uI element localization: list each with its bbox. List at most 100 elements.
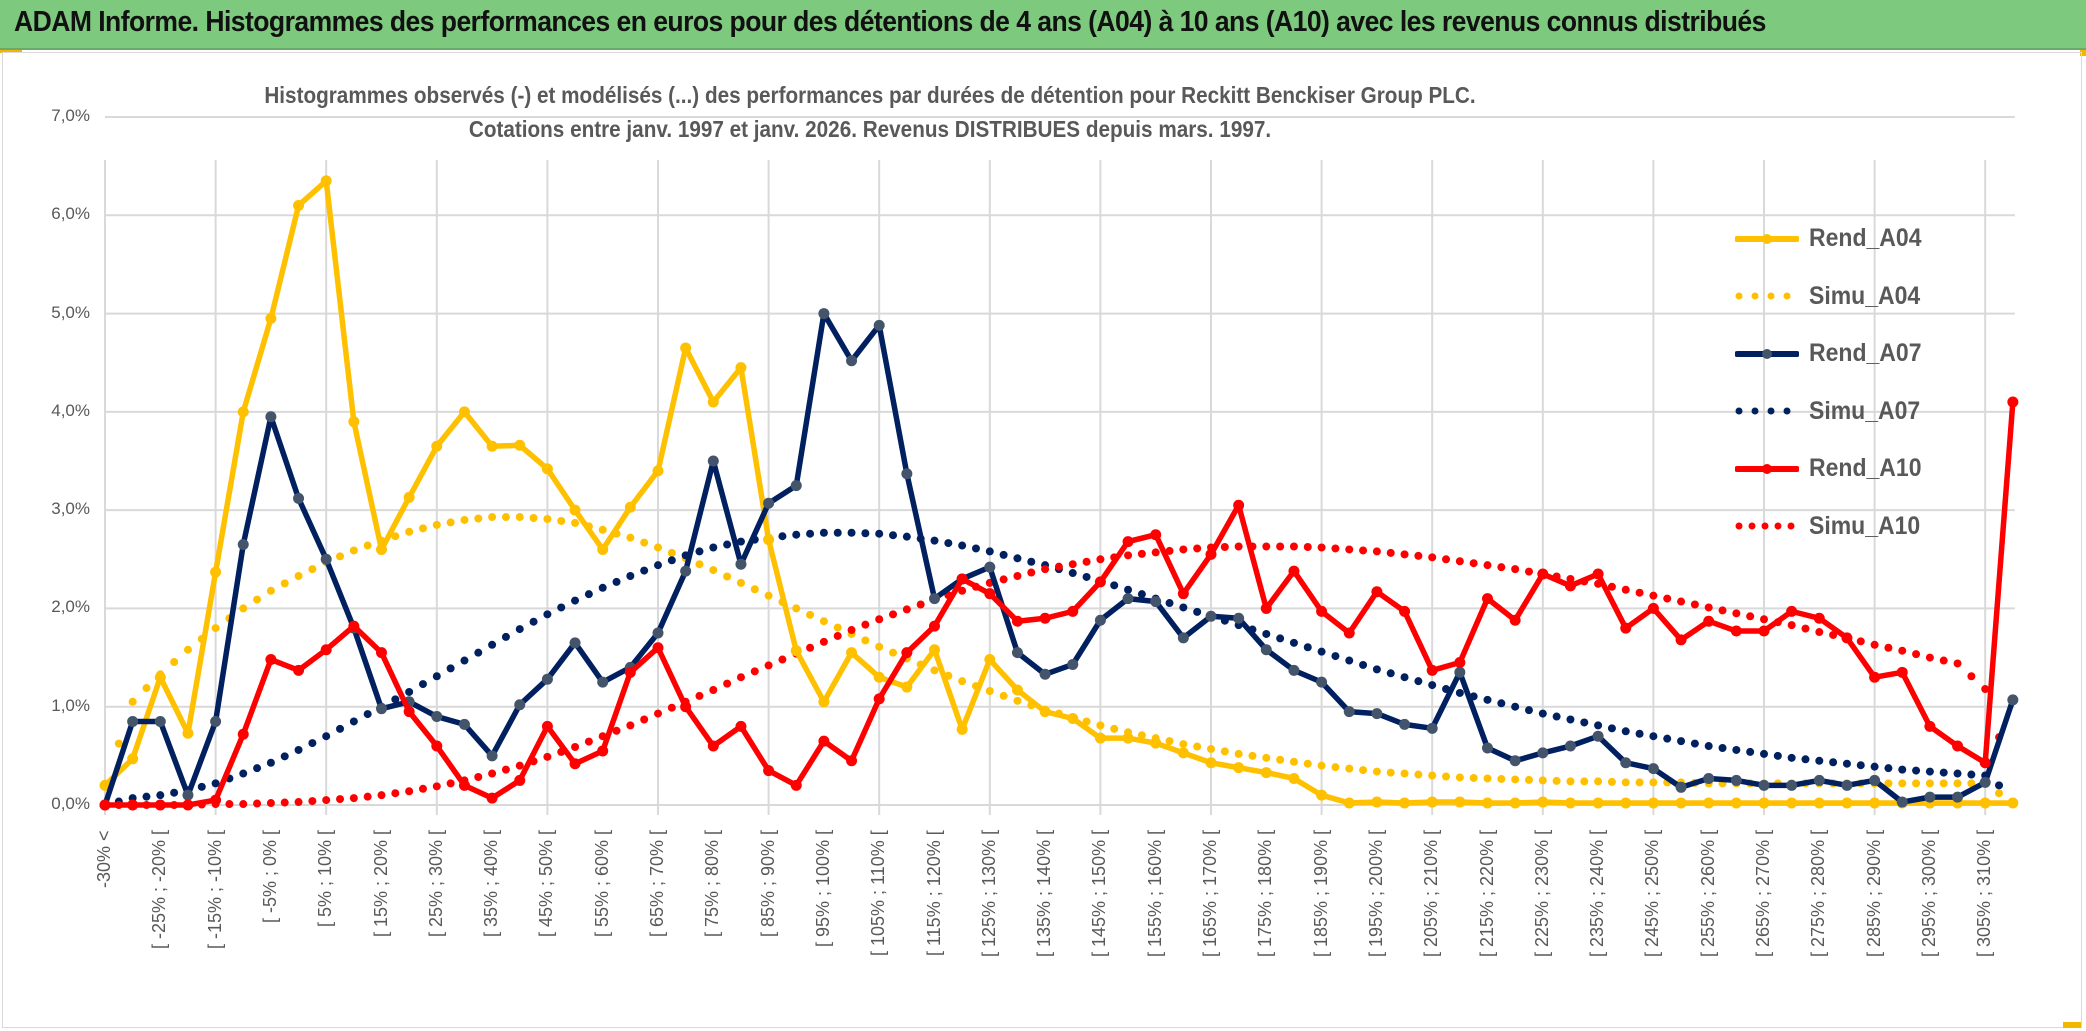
data-point: [293, 492, 305, 504]
dot-mark: [501, 632, 510, 641]
data-point: [929, 620, 940, 632]
data-point: [1537, 568, 1549, 580]
dot-mark: [1746, 747, 1755, 756]
data-point: [956, 723, 968, 735]
legend-item-rend-a10[interactable]: Rend_A10: [1735, 440, 1975, 498]
x-tick-label: [ 225% ; 230% [: [1531, 829, 1552, 957]
data-point: [763, 534, 775, 546]
dot-mark: [1677, 597, 1686, 606]
data-point: [1316, 676, 1328, 688]
dot-mark: [239, 769, 248, 778]
dot-mark: [1179, 740, 1188, 749]
data-point: [1482, 742, 1493, 754]
dot-mark: [308, 739, 317, 748]
data-point: [1343, 797, 1355, 809]
dot-mark: [1179, 603, 1188, 612]
dot-mark: [640, 538, 649, 547]
dot-mark: [1137, 549, 1146, 558]
dot-mark: [377, 791, 386, 800]
data-point: [846, 755, 858, 767]
dot-mark: [1732, 609, 1741, 618]
data-point: [486, 792, 498, 804]
dot-mark: [889, 610, 898, 619]
legend-item-rend-a07[interactable]: Rend_A07: [1735, 325, 1975, 383]
data-point: [1177, 588, 1189, 600]
dot-mark: [1829, 758, 1838, 767]
data-point: [873, 319, 885, 331]
dot-mark: [405, 527, 414, 536]
report-title: ADAM Informe. Histogrammes des performan…: [14, 6, 1766, 38]
x-tick-label: [ 295% ; 300% [: [1918, 829, 1939, 957]
data-point: [1399, 797, 1411, 809]
dot-mark: [1538, 709, 1547, 718]
dot-mark: [1856, 637, 1865, 646]
data-point: [514, 439, 526, 451]
legend-item-simu-a10[interactable]: Simu_A10: [1735, 498, 1975, 556]
dot-mark: [1663, 594, 1672, 603]
x-tick-label: [ 255% ; 260% [: [1697, 829, 1718, 957]
dot-mark: [861, 620, 870, 629]
data-point: [1399, 718, 1411, 730]
dot-mark: [736, 578, 745, 587]
dot-mark: [1760, 615, 1768, 624]
data-point: [1094, 576, 1106, 588]
legend-line-solid-icon: [1735, 463, 1799, 474]
dot-mark: [1607, 724, 1616, 733]
legend-item-simu-a04[interactable]: Simu_A04: [1735, 268, 1975, 326]
dot-mark: [1663, 734, 1672, 743]
x-tick-label: [ 245% ; 250% [: [1642, 829, 1663, 957]
data-point: [210, 794, 222, 806]
dot-mark: [336, 552, 345, 561]
x-tick-label: [ 215% ; 220% [: [1476, 829, 1497, 957]
data-point: [873, 693, 885, 705]
data-point: [1233, 499, 1245, 511]
chart-frame: [2, 52, 2082, 1028]
dot-mark: [1842, 759, 1851, 768]
dot-mark: [792, 530, 801, 539]
x-tick-label: [ -15% ; -10% [: [204, 829, 225, 949]
dot-mark: [1787, 753, 1796, 762]
dot-mark: [571, 518, 580, 527]
data-point: [1869, 797, 1881, 809]
x-tick-label: [ 155% ; 160% [: [1144, 829, 1165, 957]
dot-mark: [1511, 702, 1520, 711]
dot-mark: [833, 528, 842, 537]
dot-mark: [211, 624, 220, 633]
series-layer: [99, 175, 2019, 811]
data-point: [929, 593, 940, 605]
dot-mark: [1054, 562, 1063, 571]
data-point: [1039, 706, 1051, 718]
dot-mark: [432, 520, 441, 529]
dot-mark: [1027, 557, 1036, 566]
data-point: [1454, 656, 1466, 668]
dot-mark: [723, 572, 732, 581]
data-point: [1509, 614, 1521, 626]
dot-mark: [861, 529, 870, 538]
series-line: [105, 401, 2016, 808]
data-point: [1039, 668, 1051, 680]
x-tick-label: [ 165% ; 170% [: [1200, 829, 1220, 957]
dot-mark: [1912, 779, 1921, 788]
legend-item-simu-a07[interactable]: Simu_A07: [1735, 383, 1975, 441]
data-point: [1426, 722, 1438, 734]
data-point: [431, 711, 443, 723]
legend-item-rend-a04[interactable]: Rend_A04: [1735, 210, 1975, 268]
dot-mark: [1400, 673, 1409, 682]
data-point: [1067, 605, 1079, 617]
dot-mark: [1179, 545, 1188, 554]
data-point: [873, 671, 885, 683]
data-point: [154, 715, 166, 727]
data-point: [680, 342, 692, 354]
dot-mark: [875, 615, 884, 624]
dot-mark: [1649, 591, 1658, 600]
data-point: [1537, 796, 1549, 808]
dot-mark: [1442, 555, 1451, 564]
dot-mark: [1773, 751, 1782, 760]
x-tick-label: [ 105% ; 110% [: [868, 830, 889, 956]
data-point: [1924, 720, 1936, 732]
dot-mark: [446, 779, 455, 788]
data-point: [1675, 797, 1687, 809]
dot-mark: [1442, 772, 1451, 781]
data-point: [818, 696, 830, 708]
dot-mark: [958, 541, 967, 550]
